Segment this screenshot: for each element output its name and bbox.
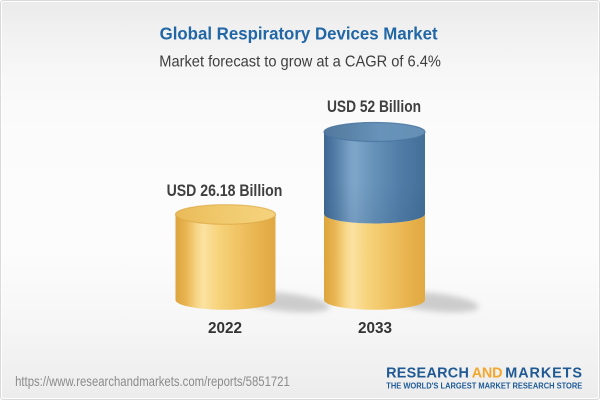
svg-text:USD 26.18 Billion: USD 26.18 Billion <box>167 182 283 200</box>
svg-text:MARKETS: MARKETS <box>505 366 582 382</box>
svg-text:AND: AND <box>472 366 503 382</box>
svg-text:Global Respiratory Devices Mar: Global Respiratory Devices Market <box>160 24 438 44</box>
svg-text:2022: 2022 <box>208 320 242 337</box>
svg-text:https://www.researchandmarkets: https://www.researchandmarkets.com/repor… <box>15 374 290 389</box>
svg-text:RESEARCH: RESEARCH <box>386 366 469 382</box>
svg-text:THE WORLD'S LARGEST MARKET RES: THE WORLD'S LARGEST MARKET RESEARCH STOR… <box>386 382 582 391</box>
svg-text:Market forecast to grow at a C: Market forecast to grow at a CAGR of 6.4… <box>159 54 441 71</box>
svg-text:2033: 2033 <box>358 320 392 337</box>
svg-text:USD 52 Billion: USD 52 Billion <box>327 98 421 116</box>
